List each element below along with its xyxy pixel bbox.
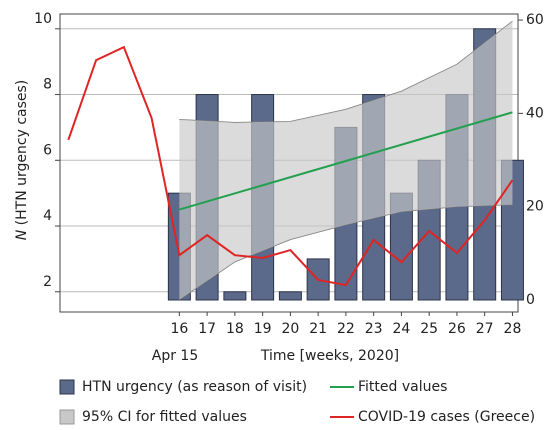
y-label-var: N	[14, 229, 30, 240]
y-label-text: (HTN urgency cases)	[14, 80, 30, 226]
x-tick-label: 20	[281, 321, 299, 337]
y2-tick-label: 20	[526, 199, 544, 215]
x-tick-label: 17	[198, 321, 216, 337]
y2-tick-label: 0	[526, 292, 535, 308]
x-tick-label: 21	[309, 321, 327, 337]
x-tick-label: 28	[504, 321, 522, 337]
x-tick-label: 24	[393, 321, 411, 337]
x-tick-label: 27	[476, 321, 494, 337]
y-tick-label: 4	[43, 208, 52, 224]
bar	[223, 291, 247, 301]
x-tick-label: 23	[365, 321, 383, 337]
legend-label: HTN urgency (as reason of visit)	[82, 379, 307, 395]
legend-label: 95% CI for fitted values	[82, 409, 247, 425]
legend-swatch	[59, 379, 75, 395]
x-annotation: Apr 15	[152, 348, 198, 364]
legend-label: Fitted values	[358, 379, 447, 395]
y2-tick-label: 40	[526, 105, 544, 121]
y-tick-label: 8	[43, 77, 52, 93]
y-tick-label: 2	[43, 274, 52, 290]
x-tick-label: 26	[448, 321, 466, 337]
x-tick-label: 19	[254, 321, 272, 337]
y-axis-label: N (HTN urgency cases)	[14, 80, 30, 241]
legend-label: COVID-19 cases (Greece)	[358, 409, 535, 425]
y-tick-label: 10	[34, 11, 52, 27]
line	[179, 111, 513, 211]
x-tick-label: 16	[170, 321, 188, 337]
legend-swatch	[59, 409, 75, 425]
y2-tick-label: 60	[526, 12, 544, 28]
x-tick-label: 25	[420, 321, 438, 337]
y-tick-label: 6	[43, 142, 52, 158]
x-tick-label: 22	[337, 321, 355, 337]
x-axis-label: Time [weeks, 2020]	[260, 348, 399, 364]
x-tick-label: 18	[226, 321, 244, 337]
line	[67, 45, 514, 287]
bar	[278, 291, 302, 301]
